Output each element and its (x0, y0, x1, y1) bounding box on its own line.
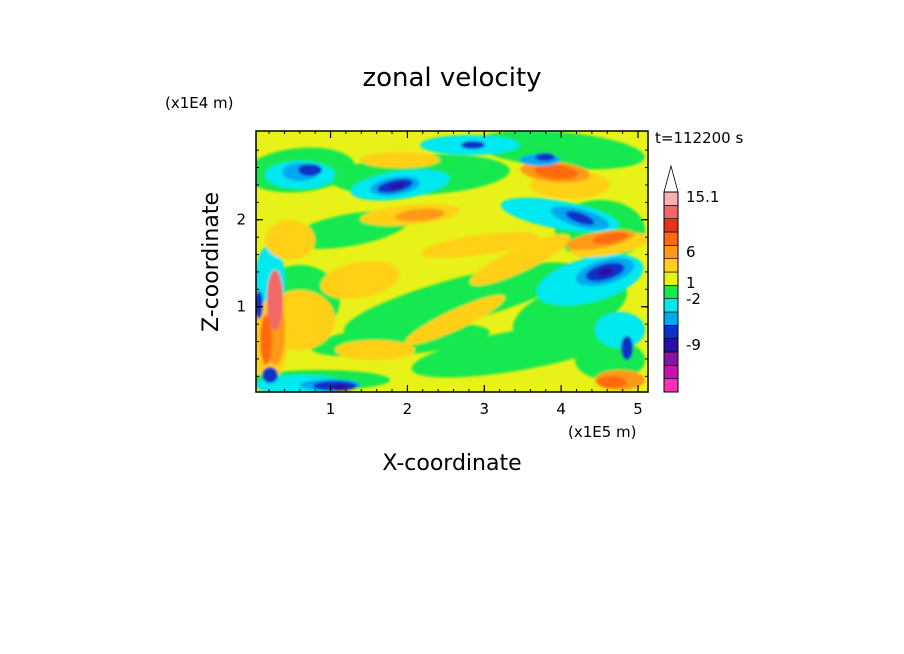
colorbar-label: 15.1 (686, 188, 719, 206)
colorbar-frame (663, 191, 679, 393)
colorbar-segment (663, 351, 679, 366)
contour-region (332, 384, 348, 390)
contour-region (256, 291, 263, 319)
contour-region (395, 208, 445, 222)
y-unit-label: (x1E4 m) (165, 94, 234, 112)
colorbar-segment (663, 258, 679, 273)
colorbar-segment (663, 378, 679, 393)
contour-region (597, 267, 613, 277)
colorbar: 15.1 6 1-2 -9 (663, 164, 719, 393)
contour-region (404, 295, 506, 345)
y-tick-label: 2 (236, 211, 246, 229)
time-label: t=112200 s (655, 129, 743, 147)
colorbar-segment (663, 338, 679, 353)
y-axis: 12 (236, 149, 648, 377)
contour-region (420, 232, 540, 258)
contour-region (597, 376, 627, 388)
contour-region (621, 336, 633, 360)
x-tick-label: 4 (556, 400, 566, 418)
x-axis-label: X-coordinate (382, 451, 521, 476)
y-axis-label: Z-coordinate (199, 192, 224, 332)
colorbar-segment (663, 191, 679, 206)
velocity-field (256, 131, 648, 392)
colorbar-segment (663, 271, 679, 286)
colorbar-segment (663, 218, 679, 233)
contour-region (565, 211, 595, 225)
colorbar-segment (663, 285, 679, 299)
x-unit-label: (x1E5 m) (568, 423, 637, 441)
contour-region (320, 260, 400, 300)
contour-region (260, 315, 272, 365)
colorbar-segment (663, 325, 679, 339)
colorbar-segment (663, 245, 679, 259)
colorbar-segment (663, 205, 679, 219)
colorbar-segment (663, 231, 679, 246)
contour-region (461, 141, 485, 149)
contour-region (360, 152, 440, 168)
colorbar-extend-arrow (663, 164, 679, 193)
contour-region (389, 182, 405, 190)
contour-region (343, 262, 577, 338)
colorbar-label: -9 (686, 336, 701, 354)
contour-region (475, 131, 645, 170)
contour-region (335, 340, 415, 360)
contour-region (469, 234, 571, 286)
x-tick-label: 1 (326, 400, 336, 418)
colorbar-segment (663, 311, 679, 326)
colorbar-label: 6 (686, 243, 696, 261)
colorbar-segment (663, 298, 679, 313)
colorbar-label: 1 (686, 274, 696, 292)
contour-region (411, 322, 629, 378)
y-tick-label: 1 (236, 298, 246, 316)
colorbar-label: -2 (686, 290, 701, 308)
contour-region (595, 312, 645, 348)
x-tick-label: 2 (403, 400, 413, 418)
contour-region (535, 153, 555, 161)
x-tick-label: 3 (480, 400, 490, 418)
colorbar-segment (663, 365, 679, 379)
contour-region (262, 367, 278, 383)
contour-region (592, 232, 628, 244)
contour-region (267, 270, 283, 330)
x-tick-label: 5 (633, 400, 643, 418)
contour-region (534, 164, 578, 180)
chart-title: zonal velocity (362, 63, 541, 93)
plot-frame (255, 130, 649, 393)
contour-region (298, 164, 322, 176)
x-axis: 1 2 3 4 5 (268, 131, 643, 418)
contour-region (265, 220, 315, 260)
